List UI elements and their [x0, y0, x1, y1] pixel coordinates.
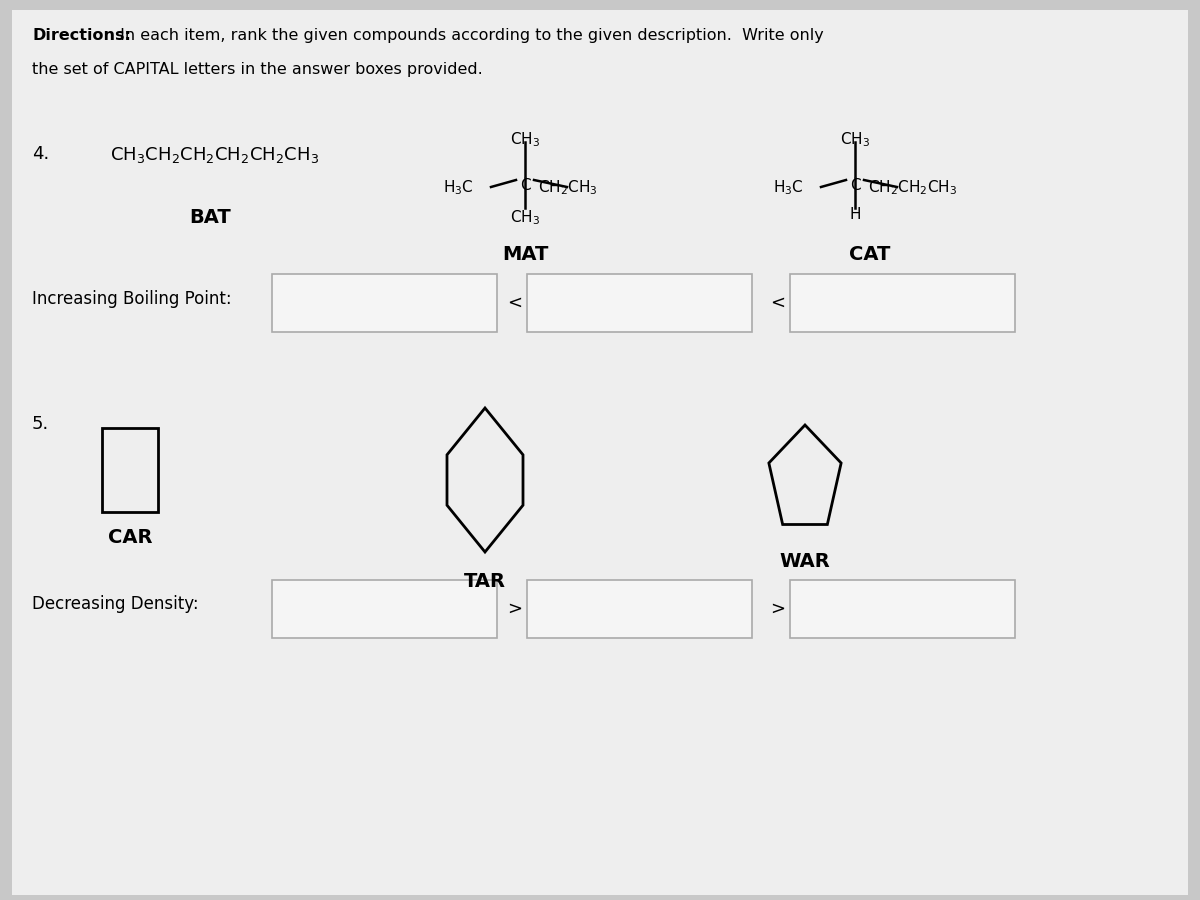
Bar — [527, 580, 752, 638]
Text: In each item, rank the given compounds according to the given description.  Writ: In each item, rank the given compounds a… — [115, 28, 823, 43]
Text: Decreasing Density:: Decreasing Density: — [32, 595, 199, 613]
Text: CH$_2$CH$_2$CH$_3$: CH$_2$CH$_2$CH$_3$ — [868, 178, 958, 197]
Text: MAT: MAT — [502, 245, 548, 264]
Text: C: C — [850, 178, 860, 193]
Text: CH$_3$CH$_2$CH$_2$CH$_2$CH$_2$CH$_3$: CH$_3$CH$_2$CH$_2$CH$_2$CH$_2$CH$_3$ — [110, 145, 319, 165]
Text: <: < — [770, 294, 786, 312]
Text: <: < — [508, 294, 522, 312]
Text: the set of CAPITAL letters in the answer boxes provided.: the set of CAPITAL letters in the answer… — [32, 62, 482, 77]
Bar — [790, 580, 1015, 638]
Text: CH$_2$CH$_3$: CH$_2$CH$_3$ — [538, 178, 598, 197]
Text: CAR: CAR — [108, 528, 152, 547]
Bar — [102, 428, 158, 512]
Text: H$_3$C: H$_3$C — [773, 178, 804, 197]
Text: CH$_3$: CH$_3$ — [840, 130, 870, 148]
Text: Directions:: Directions: — [32, 28, 131, 43]
Text: Increasing Boiling Point:: Increasing Boiling Point: — [32, 290, 232, 308]
Text: 5.: 5. — [32, 415, 49, 433]
Bar — [527, 274, 752, 332]
Bar — [272, 274, 497, 332]
Text: >: > — [770, 600, 786, 618]
Text: CAT: CAT — [850, 245, 890, 264]
Text: WAR: WAR — [780, 552, 830, 571]
Text: C: C — [520, 178, 530, 193]
Text: H: H — [850, 207, 860, 222]
Text: CH$_3$: CH$_3$ — [510, 130, 540, 148]
Text: TAR: TAR — [464, 572, 506, 591]
Bar — [272, 580, 497, 638]
Text: >: > — [508, 600, 522, 618]
Text: CH$_3$: CH$_3$ — [510, 208, 540, 227]
Text: BAT: BAT — [190, 208, 230, 227]
Text: H$_3$C: H$_3$C — [443, 178, 474, 197]
Bar — [790, 274, 1015, 332]
Text: 4.: 4. — [32, 145, 49, 163]
